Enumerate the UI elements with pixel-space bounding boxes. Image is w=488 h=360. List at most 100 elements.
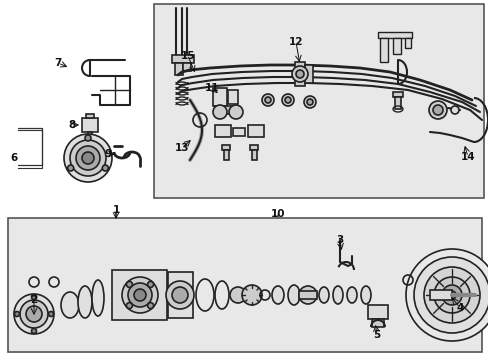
Bar [8, 218, 481, 352]
Circle shape [441, 285, 461, 305]
Circle shape [298, 286, 316, 304]
Circle shape [128, 283, 152, 307]
Bar [247, 125, 264, 137]
Circle shape [15, 311, 20, 316]
Bar [175, 63, 183, 75]
Bar [404, 38, 410, 48]
Circle shape [147, 303, 153, 309]
Circle shape [432, 105, 442, 115]
Bar [86, 114, 94, 118]
Circle shape [213, 105, 226, 119]
Circle shape [242, 285, 262, 305]
Bar [392, 92, 402, 97]
Text: 14: 14 [460, 152, 474, 162]
Circle shape [306, 99, 312, 105]
Bar [294, 62, 305, 86]
Text: 9: 9 [104, 149, 111, 159]
Bar [112, 270, 167, 320]
Text: 11: 11 [204, 83, 219, 93]
Circle shape [67, 165, 74, 171]
Circle shape [304, 96, 315, 108]
Ellipse shape [196, 279, 214, 311]
Circle shape [85, 135, 91, 141]
Circle shape [413, 257, 488, 333]
Circle shape [405, 249, 488, 341]
Bar [251, 150, 257, 160]
Circle shape [70, 140, 106, 176]
Bar [82, 118, 98, 132]
Bar [154, 4, 483, 198]
Circle shape [450, 106, 458, 114]
Circle shape [126, 303, 132, 309]
Circle shape [264, 97, 270, 103]
Ellipse shape [61, 292, 79, 318]
Ellipse shape [318, 287, 328, 303]
Circle shape [20, 300, 48, 328]
Bar [298, 291, 316, 299]
Circle shape [172, 287, 187, 303]
Bar [215, 125, 230, 137]
Ellipse shape [346, 287, 356, 303]
Text: 8: 8 [68, 120, 76, 130]
Text: 2: 2 [30, 295, 38, 305]
Text: 3: 3 [336, 235, 343, 245]
Circle shape [262, 94, 273, 106]
Circle shape [48, 311, 53, 316]
Bar [172, 55, 194, 63]
Text: 5: 5 [373, 330, 380, 340]
Bar [367, 305, 387, 319]
Circle shape [295, 70, 304, 78]
Circle shape [423, 267, 479, 323]
Bar [213, 88, 226, 106]
Circle shape [228, 105, 243, 119]
Circle shape [428, 101, 446, 119]
Bar [305, 65, 312, 83]
Circle shape [31, 328, 37, 333]
Bar [183, 63, 191, 71]
Bar [88, 132, 92, 136]
Circle shape [285, 97, 290, 103]
Circle shape [76, 146, 100, 170]
Circle shape [165, 281, 194, 309]
Bar [215, 106, 237, 114]
Bar [429, 290, 451, 300]
Circle shape [31, 294, 37, 300]
Circle shape [64, 134, 112, 182]
Text: 10: 10 [270, 209, 285, 219]
Circle shape [134, 289, 146, 301]
Ellipse shape [92, 280, 104, 316]
Ellipse shape [287, 285, 299, 305]
Text: 12: 12 [288, 37, 303, 47]
Ellipse shape [360, 286, 370, 304]
Bar [392, 38, 400, 54]
Ellipse shape [215, 281, 228, 309]
Bar [227, 90, 238, 104]
Bar [249, 145, 258, 150]
Text: 15: 15 [181, 51, 195, 61]
Circle shape [447, 291, 455, 299]
Text: 7: 7 [54, 58, 61, 68]
Bar [379, 38, 387, 62]
Bar [222, 145, 229, 150]
Text: 6: 6 [10, 153, 18, 163]
Bar [168, 272, 193, 318]
Bar [377, 32, 411, 38]
Bar [394, 97, 400, 109]
Circle shape [82, 152, 94, 164]
Text: 4: 4 [455, 303, 463, 313]
Circle shape [102, 165, 108, 171]
Circle shape [433, 277, 469, 313]
Ellipse shape [78, 286, 92, 318]
Bar [224, 150, 228, 160]
Text: 13: 13 [174, 143, 189, 153]
Circle shape [282, 94, 293, 106]
Circle shape [126, 282, 132, 287]
Circle shape [14, 294, 54, 334]
Ellipse shape [332, 286, 342, 304]
Circle shape [147, 282, 153, 287]
Text: 1: 1 [112, 205, 120, 215]
Bar [371, 319, 383, 327]
Circle shape [291, 66, 307, 82]
Bar [232, 128, 244, 136]
Circle shape [229, 287, 245, 303]
